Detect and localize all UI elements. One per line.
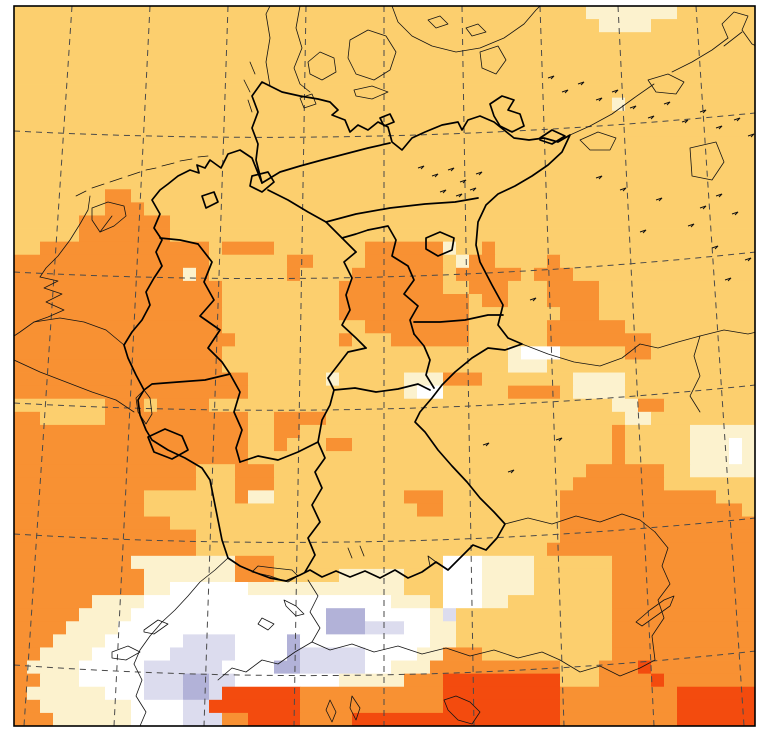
border-thin-layer [14, 6, 755, 726]
border-thick-layer [123, 81, 571, 582]
map-frame [13, 5, 756, 727]
raster-layer [14, 6, 755, 726]
lake-marks-layer [417, 75, 755, 474]
